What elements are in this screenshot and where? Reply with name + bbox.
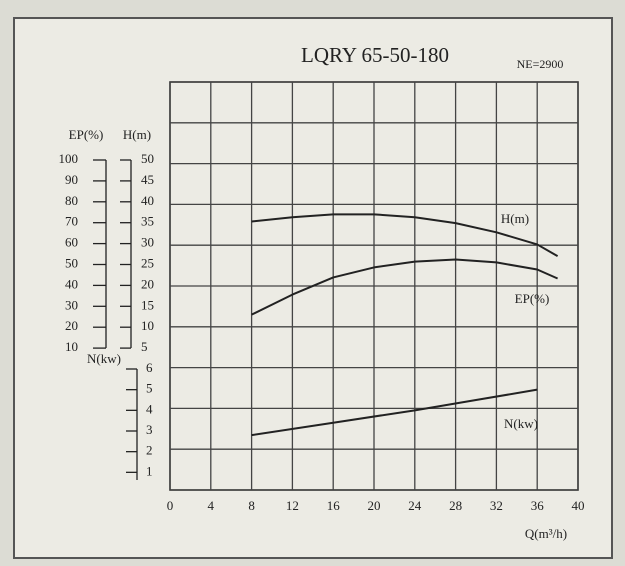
x-axis-label: Q(m³/h) [525,526,567,541]
y3-tick-label: 4 [146,401,153,416]
y2-tick-label: 50 [141,151,154,166]
y-tick-label: 30 [65,297,78,312]
y2-tick-label: 35 [141,214,154,229]
x-tick-label: 36 [531,498,545,513]
y2-tick-label: 20 [141,276,154,291]
y3-tick-label: 3 [146,422,153,437]
curve-label: N(kw) [504,416,538,431]
y2-tick-label: 45 [141,172,154,187]
chart-title: LQRY 65-50-180 [301,43,449,67]
y2-tick-label: 15 [141,297,154,312]
y2-tick-label: 25 [141,255,154,270]
x-tick-label: 8 [248,498,255,513]
curve [251,388,538,437]
x-tick-label: 28 [449,498,462,513]
x-tick-label: 32 [490,498,503,513]
y-tick-label: 20 [65,318,78,333]
y3-tick-label: 1 [146,463,153,478]
y3-axis-label: N(kw) [87,351,121,366]
curve-label: EP(%) [515,291,550,306]
x-tick-label: 12 [286,498,299,513]
x-tick-label: 0 [167,498,174,513]
y-tick-label: 10 [65,339,78,354]
subtitle: NE=2900 [517,57,564,71]
y-tick-label: 100 [59,151,79,166]
y-tick-label: 90 [65,172,78,187]
y-tick-label: 40 [65,276,78,291]
y-tick-label: 60 [65,235,78,250]
y2-tick-label: 5 [141,339,148,354]
curve [251,258,559,316]
y-axis-label: EP(%) [69,127,104,142]
x-tick-label: 16 [327,498,341,513]
y-tick-label: 70 [65,214,78,229]
y2-tick-label: 30 [141,235,154,250]
y-tick-label: 50 [65,255,78,270]
y3-tick-label: 5 [146,381,153,396]
x-tick-label: 4 [208,498,215,513]
y3-tick-label: 2 [146,443,153,458]
y2-tick-label: 10 [141,318,154,333]
x-tick-label: 20 [368,498,381,513]
y2-axis-label: H(m) [123,127,151,142]
x-tick-label: 24 [408,498,422,513]
x-tick-label: 40 [572,498,585,513]
y3-tick-label: 6 [146,360,153,375]
curve-label: H(m) [501,211,529,226]
y-tick-label: 80 [65,193,78,208]
y2-tick-label: 40 [141,193,154,208]
frame [13,17,613,559]
curve [251,213,559,258]
